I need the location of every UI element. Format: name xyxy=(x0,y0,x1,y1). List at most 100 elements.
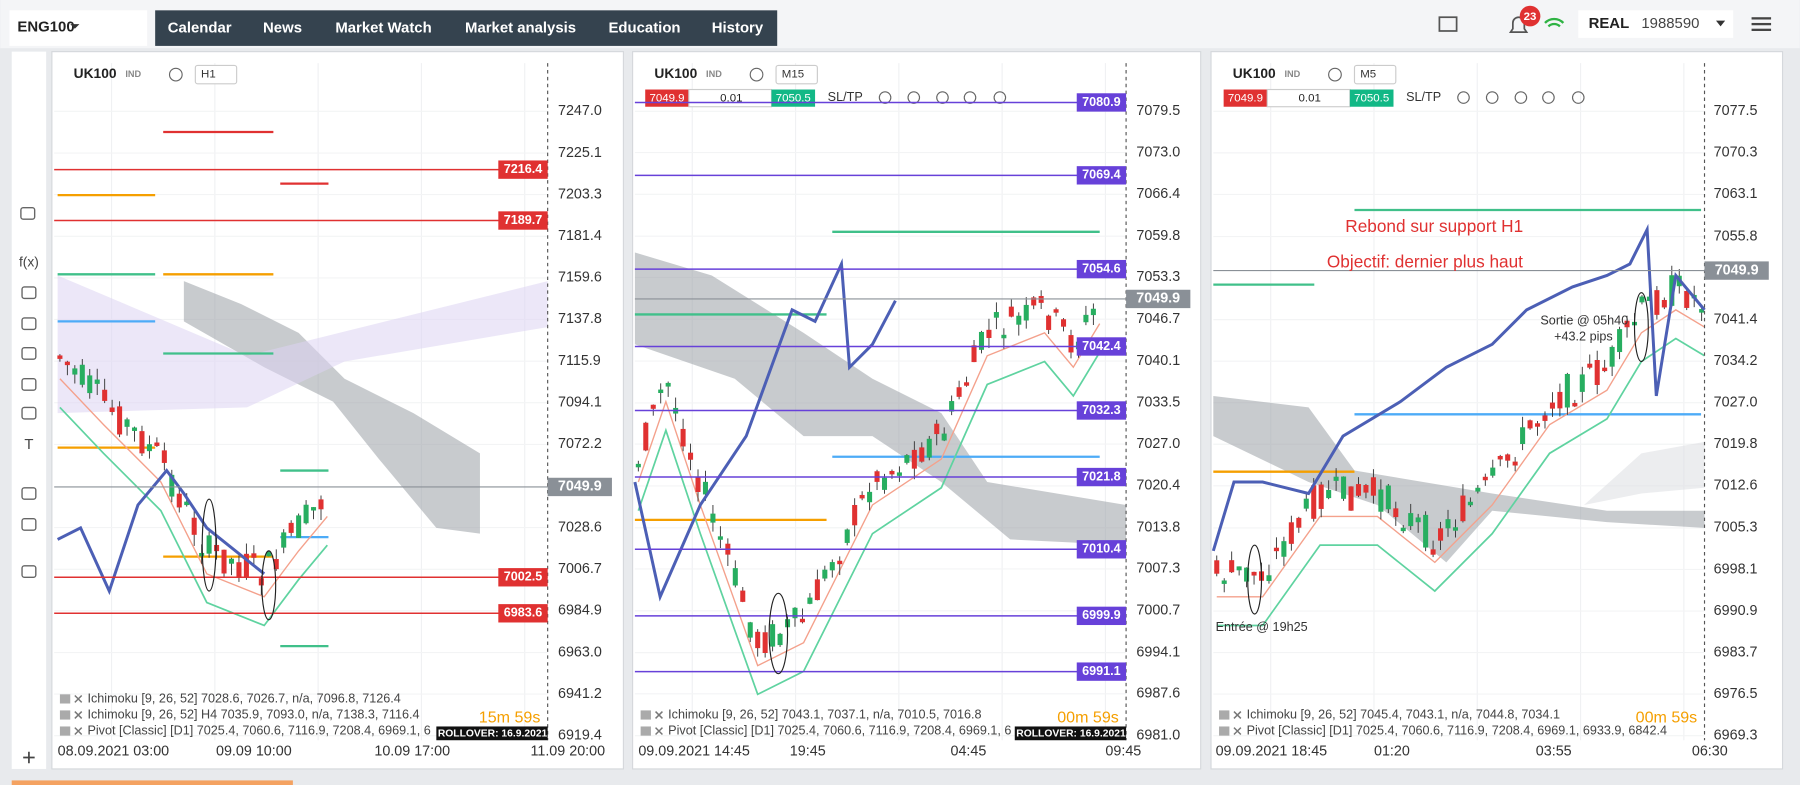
nav-tab[interactable]: Calendar xyxy=(168,21,232,37)
tool-icon[interactable] xyxy=(20,207,36,220)
chart-tool-icon[interactable] xyxy=(1571,91,1585,104)
tool-icon[interactable] xyxy=(21,347,37,360)
candle xyxy=(1303,498,1309,509)
menu-icon[interactable] xyxy=(1751,17,1772,20)
tool-icon[interactable] xyxy=(21,317,37,331)
account-box[interactable] xyxy=(1578,10,1734,38)
candle xyxy=(1008,306,1014,317)
symbol-tab[interactable] xyxy=(9,10,148,46)
tool-icon[interactable] xyxy=(21,406,37,420)
chart-tool-icon[interactable] xyxy=(878,91,892,104)
notification-badge xyxy=(1519,5,1541,27)
price-axis-label: 7046.7 xyxy=(1136,311,1180,327)
menu-icon[interactable] xyxy=(1751,22,1772,26)
tool-icon[interactable] xyxy=(21,565,37,578)
candle xyxy=(1023,304,1029,321)
chart-tool-icon[interactable] xyxy=(907,91,921,104)
legend-close[interactable] xyxy=(655,711,663,719)
sell-button[interactable] xyxy=(1223,89,1268,107)
nav-tab[interactable]: Market analysis xyxy=(465,21,576,37)
candle xyxy=(199,552,205,557)
price-axis-label: 7033.5 xyxy=(1136,395,1180,411)
legend-close[interactable] xyxy=(74,727,83,736)
tool-text[interactable]: T xyxy=(24,437,33,453)
buy-button[interactable] xyxy=(1349,89,1394,107)
info-icon[interactable] xyxy=(168,67,183,82)
price-axis-label: 7012.6 xyxy=(1714,478,1758,494)
price-axis-label: 7005.3 xyxy=(1714,520,1758,536)
chart-tool-icon[interactable] xyxy=(993,91,1007,104)
candle xyxy=(1326,489,1332,499)
candle xyxy=(710,513,716,523)
tool-icon[interactable] xyxy=(21,286,37,300)
candle xyxy=(1452,527,1458,531)
price-tag-label: 7054.6 xyxy=(1082,261,1121,275)
icon-layout[interactable] xyxy=(1438,16,1458,32)
caret xyxy=(70,24,80,29)
legend-close[interactable] xyxy=(1233,727,1242,736)
candle xyxy=(1229,560,1235,573)
timeframe-box[interactable] xyxy=(194,64,238,85)
price-axis-label: 6987.6 xyxy=(1136,686,1180,702)
price-tag-label: 7049.9 xyxy=(1136,291,1180,307)
candle xyxy=(717,536,723,540)
price-axis-label: 7137.8 xyxy=(558,311,602,327)
info-icon[interactable] xyxy=(1328,67,1342,82)
candle xyxy=(1430,549,1436,555)
candle xyxy=(889,470,895,475)
chart-tool-icon[interactable] xyxy=(963,91,977,104)
kijun-line xyxy=(59,378,328,598)
candle xyxy=(1016,315,1022,325)
candle xyxy=(934,423,940,435)
tool-icon[interactable] xyxy=(21,378,37,391)
candle xyxy=(102,389,108,401)
chart-tool-icon[interactable] xyxy=(936,91,949,104)
chart-tool-icon[interactable] xyxy=(1457,91,1470,104)
candle xyxy=(311,507,317,511)
price-tag xyxy=(1076,662,1127,681)
nav-tab[interactable]: Market Watch xyxy=(335,21,431,37)
legend-close[interactable] xyxy=(655,727,663,736)
sltp-button[interactable]: SL/TP xyxy=(828,90,863,104)
price-axis-label: 7006.7 xyxy=(558,561,602,577)
legend-close[interactable] xyxy=(1233,711,1242,719)
price-tag xyxy=(498,604,548,623)
price-axis-label: 6981.0 xyxy=(1136,727,1180,743)
tool-fx[interactable]: f(x) xyxy=(19,254,39,269)
candle xyxy=(154,442,160,446)
price-tag-label: 6983.6 xyxy=(504,606,543,620)
chart-tool-icon[interactable] xyxy=(1514,91,1528,104)
candle xyxy=(695,476,701,493)
legend-close[interactable] xyxy=(74,711,83,719)
nav-tab[interactable]: News xyxy=(263,21,302,37)
candle xyxy=(64,361,70,366)
info-icon[interactable] xyxy=(749,67,764,82)
candle xyxy=(1520,427,1526,445)
nav-tab[interactable]: History xyxy=(712,21,764,37)
tool-icon[interactable] xyxy=(21,518,37,531)
chart-annotation: Objectif: dernier plus haut xyxy=(1327,251,1523,271)
candle xyxy=(740,590,746,602)
candle xyxy=(747,622,753,638)
toolbar xyxy=(11,51,47,769)
candle xyxy=(1355,484,1362,496)
sltp-button[interactable]: SL/TP xyxy=(1406,90,1441,104)
add-chart[interactable] xyxy=(23,751,35,764)
candle xyxy=(1684,291,1690,308)
chart-tool-icon[interactable] xyxy=(1542,91,1555,104)
price-axis-label: 7159.6 xyxy=(558,270,602,286)
legend-close[interactable] xyxy=(74,694,83,703)
price-tag xyxy=(1076,166,1127,185)
nav-tab[interactable]: Education xyxy=(608,21,680,37)
candle xyxy=(1512,461,1518,466)
indicator-legend: Ichimoku [9, 26, 52] 7028.6, 7026.7, n/a… xyxy=(87,691,400,705)
timeframe-box[interactable] xyxy=(1353,64,1397,85)
timeframe-box[interactable] xyxy=(775,64,818,85)
menu-icon[interactable] xyxy=(1751,28,1772,31)
candle xyxy=(131,427,138,431)
tool-icon[interactable] xyxy=(21,487,37,500)
candle xyxy=(251,553,257,558)
ichimoku-cloud xyxy=(1584,441,1705,505)
chart-tool-icon[interactable] xyxy=(1485,91,1499,104)
candle xyxy=(1393,508,1399,518)
